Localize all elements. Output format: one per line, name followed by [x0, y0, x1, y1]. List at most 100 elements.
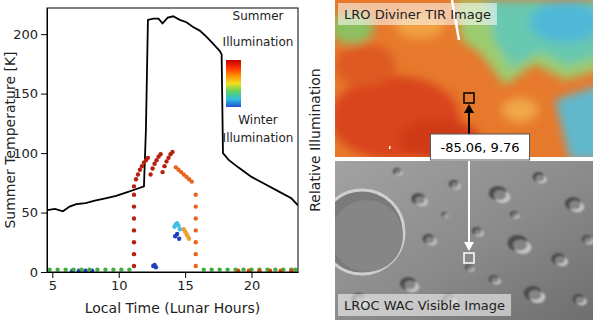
illumination-point [279, 269, 283, 272]
x-axis: 5 10 15 20 [48, 272, 299, 293]
coordinate-label: -85.06, 9.76 [440, 140, 519, 155]
y-axis: 0 50 100 150 200 [13, 9, 47, 280]
illumination-point [247, 269, 251, 272]
illumination-point [136, 172, 140, 176]
illumination-point [132, 204, 136, 208]
y-tick-mark [41, 272, 47, 273]
illumination-point [289, 269, 293, 272]
x-tick: 15 [177, 272, 194, 293]
image-title: LRO Diviner TIR Image [344, 7, 491, 22]
illumination-point [150, 166, 154, 170]
y2-axis-title: Relative Illumination [307, 68, 323, 212]
location-marker [464, 253, 474, 263]
illumination-point [83, 269, 87, 272]
y-tick: 100 [13, 146, 47, 161]
illumination-point [87, 267, 91, 271]
temperature-line [47, 16, 298, 211]
illumination-point [236, 269, 240, 272]
illumination-point [132, 193, 136, 197]
illumination-point [194, 216, 198, 220]
illumination-point [158, 152, 162, 156]
y-tick-mark [41, 153, 47, 154]
y-tick-mark [41, 34, 47, 35]
thermal-image [335, 0, 593, 157]
illumination-point [225, 267, 229, 271]
x-axis-title: Local Time (Lunar Hours) [85, 300, 260, 316]
figure: 5101520050100150200Local Time (Lunar Hou… [0, 0, 593, 320]
image-title-box [338, 294, 511, 316]
illumination-point [190, 179, 194, 183]
illumination-point [111, 267, 115, 271]
illumination-point [209, 267, 213, 271]
illumination-point [241, 267, 245, 271]
illumination-point [175, 232, 179, 236]
illumination-point [177, 237, 181, 241]
y-tick: 150 [13, 86, 47, 101]
arrow-head [464, 242, 474, 251]
illumination-point [127, 267, 131, 271]
illumination-point [170, 150, 174, 154]
coordinate-box [430, 134, 529, 160]
illumination-point [194, 264, 198, 268]
y-tick: 0 [30, 265, 47, 280]
y-tick-label: 50 [21, 205, 38, 220]
illumination-point [132, 228, 136, 232]
visible-image [335, 161, 593, 320]
illumination-point [132, 184, 136, 188]
illumination-point [273, 267, 277, 271]
x-tick-mark [52, 272, 53, 278]
illumination-point [71, 267, 75, 271]
illumination-point [160, 170, 164, 174]
x-tick-label: 15 [177, 278, 194, 293]
arrow-head [464, 104, 474, 113]
x-tick-mark [252, 272, 253, 278]
illumination-point [154, 265, 158, 269]
illumination-point [132, 252, 136, 256]
y-tick-mark [41, 94, 47, 95]
illumination-point [178, 227, 182, 231]
illumination-point [162, 164, 166, 168]
illumination-point [146, 156, 150, 160]
illumination-point [132, 216, 136, 220]
x-axis-line [48, 272, 299, 273]
illumination-point [217, 267, 221, 271]
illumination-point [194, 228, 198, 232]
colorbar [226, 60, 241, 107]
x-tick: 20 [244, 272, 261, 293]
colorbar-label: Winter [238, 113, 278, 127]
colorbar-label: Illumination [223, 131, 294, 145]
y-tick-label: 200 [13, 27, 38, 42]
illumination-point [119, 267, 123, 271]
illumination-point [132, 240, 136, 244]
illumination-point [132, 264, 136, 268]
x-tick: 5 [49, 272, 57, 293]
illumination-point [134, 177, 138, 181]
illumination-point [194, 193, 198, 197]
arrow [468, 160, 470, 243]
image-title: LROC WAC Visible Image [344, 298, 505, 313]
y-tick-mark [41, 213, 47, 214]
illumination-point [79, 267, 83, 271]
illumination-point [47, 267, 51, 271]
y-axis-title: Summer Temperature [K] [2, 51, 18, 228]
x-tick-label: 5 [49, 278, 57, 293]
x-tick-label: 20 [244, 278, 261, 293]
illumination-point [194, 252, 198, 256]
location-marker [464, 93, 474, 103]
illumination-point [55, 267, 59, 271]
arrow [468, 112, 470, 134]
x-tick: 10 [111, 272, 128, 293]
image-title-box [338, 3, 497, 25]
y-axis-line [47, 9, 48, 273]
illumination-point [293, 267, 297, 271]
illumination-point [268, 269, 272, 272]
y-tick: 50 [21, 205, 47, 220]
x-tick-label: 10 [111, 278, 128, 293]
illumination-point [257, 269, 261, 272]
colorbar-label: Illumination [223, 35, 294, 49]
plot-area [47, 16, 298, 272]
illumination-point [194, 240, 198, 244]
x-tick-mark [119, 272, 120, 278]
illumination-point [202, 267, 206, 271]
y-tick: 200 [13, 27, 47, 42]
